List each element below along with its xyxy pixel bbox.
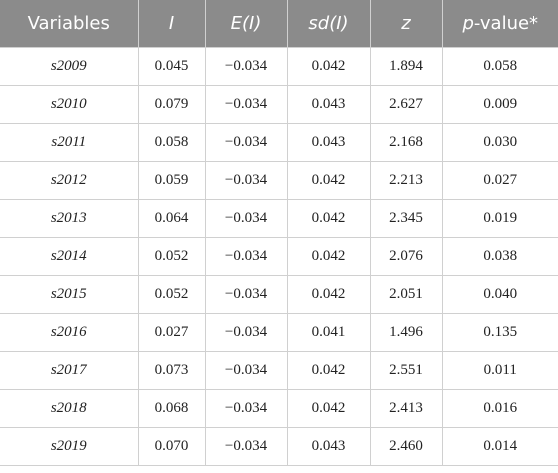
row-label: s2014 — [0, 237, 139, 276]
cell: 0.011 — [441, 351, 558, 390]
cell: −0.034 — [204, 161, 288, 200]
cell: 0.079 — [137, 85, 206, 124]
row-label: s2017 — [0, 351, 139, 390]
cell: 2.345 — [369, 199, 443, 238]
cell: 2.627 — [369, 85, 443, 124]
table-row: s2012 0.059 −0.034 0.042 2.213 0.027 — [0, 161, 558, 200]
table-row: s2013 0.064 −0.034 0.042 2.345 0.019 — [0, 199, 558, 238]
cell: −0.034 — [204, 427, 288, 466]
header-cell: I — [137, 0, 206, 48]
cell: −0.034 — [204, 275, 288, 314]
table-row: s2016 0.027 −0.034 0.041 1.496 0.135 — [0, 313, 558, 352]
cell: −0.034 — [204, 85, 288, 124]
cell: 2.051 — [369, 275, 443, 314]
cell: 0.042 — [286, 275, 371, 314]
row-label: s2013 — [0, 199, 139, 238]
cell: 0.040 — [441, 275, 558, 314]
cell: 1.894 — [369, 47, 443, 86]
cell: 1.496 — [369, 313, 443, 352]
cell: 0.073 — [137, 351, 206, 390]
row-label: s2009 — [0, 47, 139, 86]
header-cell: z — [369, 0, 443, 48]
table-row: s2009 0.045 −0.034 0.042 1.894 0.058 — [0, 47, 558, 86]
table-row: s2010 0.079 −0.034 0.043 2.627 0.009 — [0, 85, 558, 124]
cell: 0.042 — [286, 351, 371, 390]
cell: 0.027 — [137, 313, 206, 352]
cell: 0.041 — [286, 313, 371, 352]
cell: 0.042 — [286, 237, 371, 276]
table-row: s2015 0.052 −0.034 0.042 2.051 0.040 — [0, 275, 558, 314]
cell: −0.034 — [204, 351, 288, 390]
header-cell: p-value* — [441, 0, 558, 48]
header-row: Variables I E(I) sd(I) z p-value* — [0, 0, 558, 48]
cell: 0.058 — [137, 123, 206, 162]
row-label: s2011 — [0, 123, 139, 162]
cell: 0.027 — [441, 161, 558, 200]
cell: 0.042 — [286, 161, 371, 200]
cell: 0.064 — [137, 199, 206, 238]
table-row: s2017 0.073 −0.034 0.042 2.551 0.011 — [0, 351, 558, 390]
header-cell: Variables — [0, 0, 139, 48]
table-row: s2019 0.070 −0.034 0.043 2.460 0.014 — [0, 427, 558, 466]
cell: 0.052 — [137, 237, 206, 276]
cell: 0.009 — [441, 85, 558, 124]
cell: 2.076 — [369, 237, 443, 276]
cell: 0.042 — [286, 47, 371, 86]
cell: 0.043 — [286, 85, 371, 124]
cell: −0.034 — [204, 47, 288, 86]
row-label: s2018 — [0, 389, 139, 428]
cell: 0.030 — [441, 123, 558, 162]
cell: 2.213 — [369, 161, 443, 200]
cell: 0.068 — [137, 389, 206, 428]
cell: 2.551 — [369, 351, 443, 390]
table-body: s2009 0.045 −0.034 0.042 1.894 0.058 s2010 0.07… — [0, 47, 558, 466]
cell: 0.043 — [286, 123, 371, 162]
cell: 0.042 — [286, 389, 371, 428]
row-label: s2015 — [0, 275, 139, 314]
table-header: Variables I E(I) sd(I) z p-value* — [0, 0, 558, 48]
table-row: s2014 0.052 −0.034 0.042 2.076 0.038 — [0, 237, 558, 276]
cell: 0.059 — [137, 161, 206, 200]
header-text: -value* — [473, 13, 539, 34]
cell: −0.034 — [204, 199, 288, 238]
cell: 0.042 — [286, 199, 371, 238]
cell: 0.043 — [286, 427, 371, 466]
cell: −0.034 — [204, 313, 288, 352]
table-row: s2011 0.058 −0.034 0.043 2.168 0.030 — [0, 123, 558, 162]
cell: 0.052 — [137, 275, 206, 314]
cell: 0.016 — [441, 389, 558, 428]
cell: 2.413 — [369, 389, 443, 428]
cell: 2.168 — [369, 123, 443, 162]
row-label: s2010 — [0, 85, 139, 124]
header-text-italic: p — [462, 13, 474, 34]
cell: −0.034 — [204, 123, 288, 162]
cell: 0.070 — [137, 427, 206, 466]
cell: 0.014 — [441, 427, 558, 466]
row-label: s2012 — [0, 161, 139, 200]
cell: 0.038 — [441, 237, 558, 276]
cell: −0.034 — [204, 237, 288, 276]
table-row: s2018 0.068 −0.034 0.042 2.413 0.016 — [0, 389, 558, 428]
row-label: s2016 — [0, 313, 139, 352]
cell: −0.034 — [204, 389, 288, 428]
header-cell: sd(I) — [286, 0, 371, 48]
cell: 0.058 — [441, 47, 558, 86]
cell: 0.019 — [441, 199, 558, 238]
cell: 0.135 — [441, 313, 558, 352]
cell: 0.045 — [137, 47, 206, 86]
header-cell: E(I) — [204, 0, 288, 48]
cell: 2.460 — [369, 427, 443, 466]
row-label: s2019 — [0, 427, 139, 466]
